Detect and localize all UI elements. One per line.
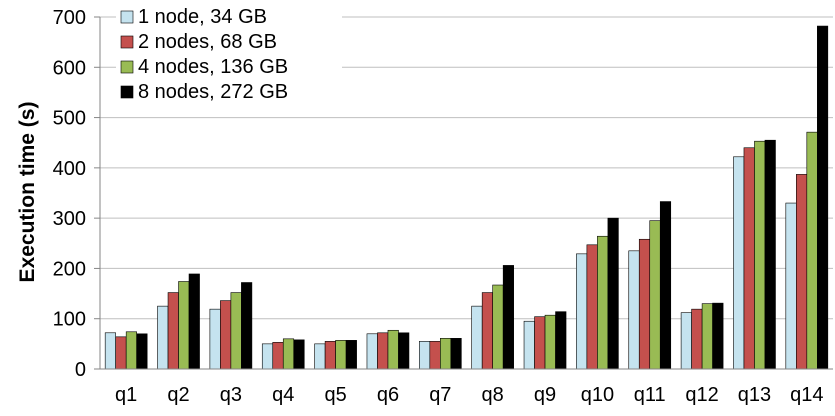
bar-q7-series-4	[450, 338, 462, 370]
y-tick-label: 200	[53, 258, 86, 280]
bar-q8-series-2	[481, 292, 493, 370]
legend-swatch	[120, 60, 134, 74]
y-tick-label: 600	[53, 57, 86, 79]
y-tick-label: 400	[53, 158, 86, 180]
bar-q8-series-1	[471, 305, 483, 370]
bar-q5-series-3	[335, 340, 347, 370]
bar-q2-series-2	[167, 292, 179, 370]
x-tick-label: q8	[482, 384, 504, 406]
bar-q10-series-3	[597, 235, 609, 370]
bar-q10-series-1	[576, 253, 588, 370]
bar-q3-series-3	[230, 292, 242, 370]
x-axis-ticks: q1 q2 q3 q4 q5 q6 q7 q8 q9 q10 q11 q12 q13 q14	[115, 384, 823, 406]
x-tick-label: q5	[324, 384, 346, 406]
bar-q1-series-1	[104, 332, 116, 370]
bar-q11-series-2	[638, 238, 651, 370]
bar-q12-series-3	[701, 303, 713, 370]
x-tick-label: q7	[429, 384, 451, 406]
bar-q5-series-1	[314, 343, 326, 370]
bar-q14-series-4	[817, 25, 829, 370]
bar-q13-series-3	[754, 140, 766, 370]
bar-q3-series-4	[241, 282, 253, 370]
bar-q4-series-4	[293, 339, 305, 370]
bar-q10-series-2	[586, 244, 598, 370]
bar-q7-series-1	[419, 341, 431, 370]
bar-q7-series-2	[429, 341, 441, 370]
bar-q14-series-3	[806, 131, 818, 370]
bar-q12-series-1	[680, 312, 692, 370]
bar-q11-series-4	[659, 201, 672, 370]
bar-q4-series-3	[282, 338, 295, 370]
legend-label: 1 node, 34 GB	[138, 6, 267, 28]
bar-q10-series-4	[607, 217, 619, 370]
bar-q12-series-4	[712, 302, 724, 370]
bar-q13-series-2	[743, 147, 755, 370]
bars	[104, 25, 829, 370]
bar-q4-series-2	[272, 342, 284, 370]
bar-q1-series-4	[136, 333, 148, 370]
bar-q9-series-2	[534, 316, 546, 370]
x-tick-label: q2	[167, 384, 189, 406]
bar-q4-series-1	[261, 343, 274, 370]
bar-q11-series-1	[628, 250, 640, 370]
bar-q9-series-4	[555, 311, 567, 370]
legend-swatch	[120, 10, 134, 24]
bar-q6-series-4	[398, 332, 410, 370]
bar-q2-series-4	[188, 273, 200, 370]
y-tick-label: 700	[53, 7, 86, 29]
bar-q5-series-2	[324, 341, 336, 370]
x-tick-label: q3	[220, 384, 242, 406]
bar-q13-series-1	[733, 156, 745, 370]
bar-q7-series-3	[440, 338, 452, 370]
bar-q9-series-1	[523, 320, 535, 370]
legend-swatch	[120, 35, 134, 49]
bar-q3-series-1	[209, 308, 221, 370]
bar-q1-series-2	[115, 336, 127, 370]
bar-q14-series-2	[796, 174, 808, 370]
legend: 1 node, 34 GB 2 nodes, 68 GB 4 nodes, 136 …	[116, 4, 342, 112]
y-tick-label: 500	[53, 108, 86, 130]
y-axis-title: Execution time (s)	[16, 102, 39, 283]
y-tick-label: 300	[53, 208, 86, 230]
axes	[99, 17, 833, 370]
legend-swatch	[120, 85, 134, 99]
legend-label: 2 nodes, 68 GB	[138, 31, 277, 53]
bar-q8-series-3	[492, 284, 504, 370]
y-axis-ticks: 0 100 200 300 400 500 600 700	[53, 7, 100, 381]
x-tick-label: q14	[790, 384, 823, 406]
bar-q2-series-1	[157, 305, 169, 370]
bar-q6-series-1	[366, 333, 378, 370]
bar-q5-series-4	[345, 340, 357, 370]
bar-q12-series-2	[691, 308, 703, 370]
bar-q14-series-1	[785, 202, 797, 370]
x-tick-label: q1	[115, 384, 137, 406]
x-tick-label: q11	[634, 384, 666, 406]
y-tick-label: 100	[53, 309, 86, 331]
bar-q1-series-3	[125, 331, 137, 370]
x-tick-label: q12	[685, 384, 718, 406]
y-tick-label: 0	[75, 359, 86, 381]
legend-label: 8 nodes, 272 GB	[138, 81, 288, 103]
x-tick-label: q10	[581, 384, 614, 406]
x-tick-label: q4	[272, 384, 294, 406]
bar-q9-series-3	[544, 314, 556, 370]
bar-q2-series-3	[178, 281, 190, 370]
legend-label: 4 nodes, 136 GB	[138, 56, 288, 78]
bar-q3-series-2	[220, 300, 232, 370]
x-tick-label: q13	[738, 384, 771, 406]
bar-q6-series-3	[387, 329, 399, 370]
bar-q8-series-4	[502, 265, 514, 370]
bar-q6-series-2	[377, 332, 389, 370]
bar-q11-series-3	[649, 220, 661, 370]
legend-background	[116, 4, 342, 112]
x-tick-label: q6	[377, 384, 399, 406]
x-tick-label: q9	[534, 384, 556, 406]
bar-q13-series-4	[764, 139, 776, 370]
